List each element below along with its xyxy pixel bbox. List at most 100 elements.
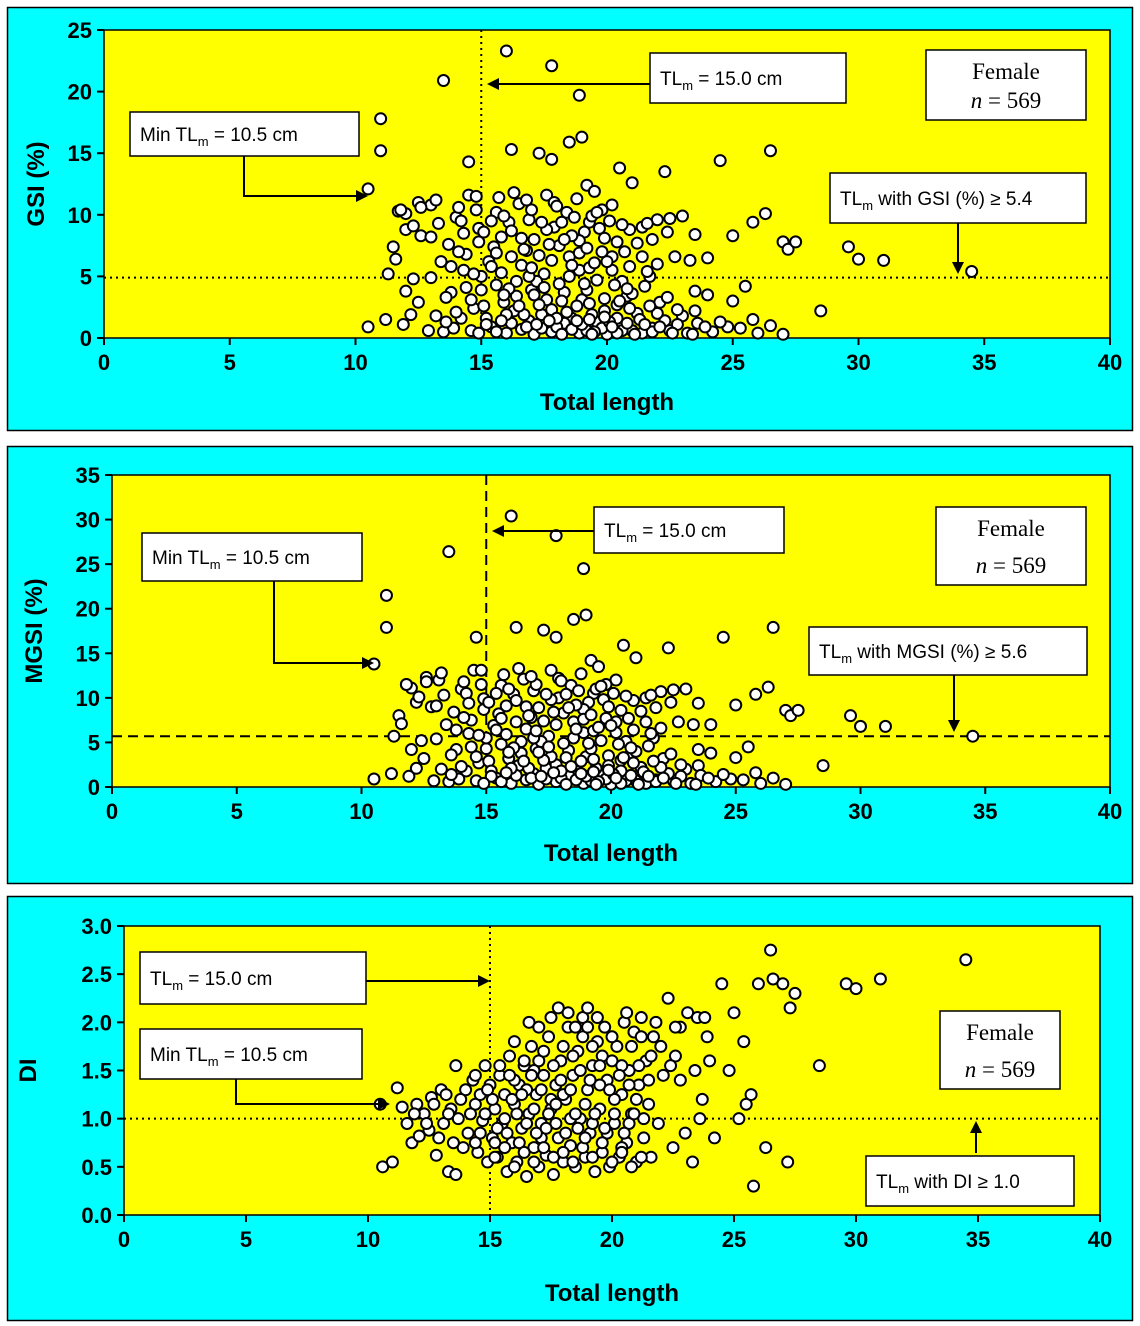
data-point [524,669,538,683]
data-point [749,766,763,780]
data-point [630,236,644,250]
annotation-sub: m [682,78,693,93]
data-point [515,1088,529,1102]
annotation-frame [139,1028,363,1080]
data-point [629,651,643,665]
data-point [589,777,603,791]
data-point [613,161,627,175]
data-point [618,245,632,259]
data-point [570,314,584,328]
data-point [583,1073,597,1087]
data-point [532,298,546,312]
annotation-box: Min TLm = 10.5 cm [129,111,360,157]
data-point [444,748,458,762]
data-point [592,221,606,235]
data-point [402,769,416,783]
data-point [588,1165,602,1179]
data-point [406,272,420,286]
annotation-sub: m [198,134,209,149]
data-point [568,1107,582,1121]
data-point [660,225,674,239]
data-point [593,1059,607,1073]
data-point [524,1068,538,1082]
x-tick-label: 10 [343,350,367,375]
x-tick-label: 25 [722,1227,746,1252]
data-point [749,687,763,701]
data-point [686,718,700,732]
data-point [587,256,601,270]
data-point [555,215,569,229]
x-tick-label: 5 [231,799,243,824]
annotation-text: TLm with MGSI (%) ≥ 5.6 [819,642,1027,666]
data-point [716,630,730,644]
data-point [747,1179,761,1193]
data-point [605,320,619,334]
y-tick-label: 20 [68,80,92,105]
data-point [374,144,388,158]
gsi-chart-panel: 0 5 10 15 20 25 30 35 40 0 5 10 15 20 25 Total length GS… [6,6,1134,432]
data-point [497,288,511,302]
data-point [791,703,805,717]
data-point [556,1145,570,1159]
data-point [562,269,576,283]
arrow-head [378,1098,390,1110]
data-point [527,1102,541,1116]
data-point [571,1121,585,1135]
data-point [537,280,551,294]
data-point [429,309,443,323]
annotation-post: = 15.0 cm [637,521,726,542]
data-point [442,237,456,251]
data-point [713,154,727,168]
data-point [361,320,375,334]
data-point [419,675,433,689]
data-point [574,767,588,781]
data-point [641,739,655,753]
data-point [464,293,478,307]
data-point [564,1083,578,1097]
data-point [379,313,393,327]
data-point [507,186,521,200]
di-chart-panel: 0 5 10 15 20 25 30 35 40 0.0 0.5 1.0 1.5 2.0 2.5 3.0 Tot… [6,895,1134,1322]
data-point [556,1039,570,1053]
data-point [544,663,558,677]
y-tick-label: 20 [76,597,100,622]
data-point [389,252,403,266]
data-point [431,216,445,230]
x-tick-label: 30 [846,350,870,375]
data-point [615,218,629,232]
data-point [776,977,790,991]
data-point [701,771,715,785]
data-point [561,1006,575,1020]
data-point [449,1059,463,1073]
data-point [512,299,526,313]
x-tick-label: 25 [721,350,745,375]
data-point [554,674,568,688]
data-points [373,943,973,1193]
data-point [625,1160,639,1174]
data-point [650,306,664,320]
data-point [559,687,573,701]
x-axis-label: Total length [540,389,674,416]
data-point [549,718,563,732]
data-point [488,1136,502,1150]
legend-n-label: n [976,553,988,578]
data-point [542,314,556,328]
legend-title: Female [966,1020,1034,1045]
data-point [464,740,478,754]
data-point [665,326,679,340]
annotation-sub: m [862,198,873,213]
data-point [564,759,578,773]
data-point [584,708,598,722]
annotation-pre: TL [819,642,841,663]
data-point [788,986,802,1000]
y-tick-label: 1.5 [81,1059,112,1084]
data-point [432,1131,446,1145]
data-point [461,1126,475,1140]
data-point [674,758,688,772]
data-point [404,308,418,322]
data-point [457,675,471,689]
data-point [437,74,451,88]
data-point [489,246,503,260]
data-point [469,630,483,644]
data-point [550,199,564,213]
